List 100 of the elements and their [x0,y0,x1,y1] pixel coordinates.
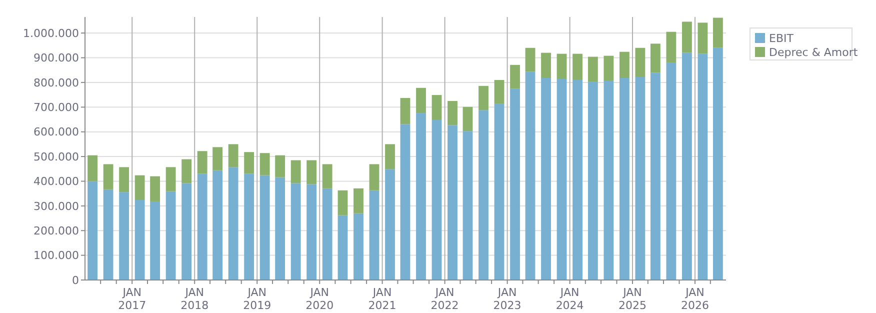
bar [462,131,473,280]
bar [260,153,270,176]
bar [556,54,567,79]
x-tick-label: JAN 2017 [118,286,146,312]
bar [322,188,332,280]
bar [322,164,332,188]
bar [462,106,473,132]
bar [338,190,348,216]
bar [682,52,692,280]
bar [682,22,692,53]
bar [228,167,238,280]
x-tick-label: JAN 2021 [368,286,396,312]
bar [306,160,317,184]
bar [354,188,364,214]
bar [698,54,708,280]
bar [698,22,708,54]
bar [134,200,145,280]
bar [197,174,208,280]
y-tick-label: 0 [72,274,79,287]
bar [432,120,442,280]
x-tick-label: JAN 2025 [618,286,646,312]
bar [197,151,208,174]
bar [306,184,317,280]
bar [666,62,676,280]
bar [88,155,98,182]
bar [385,144,395,170]
bar [666,32,676,63]
bar [369,164,380,190]
x-tick-label: JAN 2019 [243,286,272,312]
bar [150,201,160,280]
bar [369,190,380,280]
bar [416,88,426,114]
bar [275,155,286,178]
bar [478,110,488,280]
bar [103,164,114,190]
bar [119,192,129,280]
bar [604,56,614,81]
bar [619,78,630,280]
y-tick-label: 1.000.000 [23,26,79,40]
bar [713,48,723,280]
bar [541,52,551,78]
y-tick-label: 300.000 [34,200,79,213]
x-tick-label: JAN 2020 [306,286,334,312]
bar [478,86,488,110]
bar [572,54,582,80]
bar [525,72,536,280]
bar [150,176,160,202]
y-tick-label: 600.000 [34,126,79,139]
bar [619,52,630,78]
bar [290,183,301,280]
bar [448,125,458,280]
bar [134,175,145,200]
bar [650,72,660,280]
bar [260,175,270,280]
bar [275,177,286,280]
y-tick-label: 400.000 [34,175,79,188]
legend-label: Deprec & Amort [769,46,858,59]
x-tick-label: JAN 2024 [556,286,584,312]
bar [448,100,458,126]
bar [510,88,520,280]
bar [88,181,98,280]
bar [525,48,536,72]
y-tick-label: 900.000 [34,52,79,65]
bar [212,170,223,280]
y-tick-label: 500.000 [34,150,79,164]
bar [556,78,567,280]
bar [182,183,192,280]
x-tick-label: JAN 2022 [430,286,459,312]
y-tick-label: 200.000 [34,224,79,238]
bar [635,48,646,78]
bar [400,124,410,280]
bar [166,191,176,280]
bar [103,189,114,280]
x-tick-label: JAN 2018 [180,286,209,312]
bar [713,18,723,48]
bar [650,44,660,73]
bar [354,213,364,280]
bar [244,152,254,174]
bar [212,147,223,170]
legend-label: EBIT [769,32,794,45]
bar [119,167,129,192]
bar [416,113,426,280]
bar [588,56,598,82]
bar [182,159,192,184]
bar [494,80,504,104]
x-tick-label: JAN 2023 [493,286,522,312]
y-tick-label: 100.000 [34,249,79,262]
y-tick-label: 800.000 [34,76,79,90]
bar [228,144,238,168]
bar [572,80,582,280]
bar [166,167,176,192]
bar [494,104,504,280]
bar [432,95,442,120]
bar [290,160,301,184]
bar [510,64,520,89]
bar [635,77,646,280]
x-tick-label: JAN 2026 [681,286,710,312]
bar [338,215,348,280]
bar [385,169,395,280]
bar [400,98,410,124]
